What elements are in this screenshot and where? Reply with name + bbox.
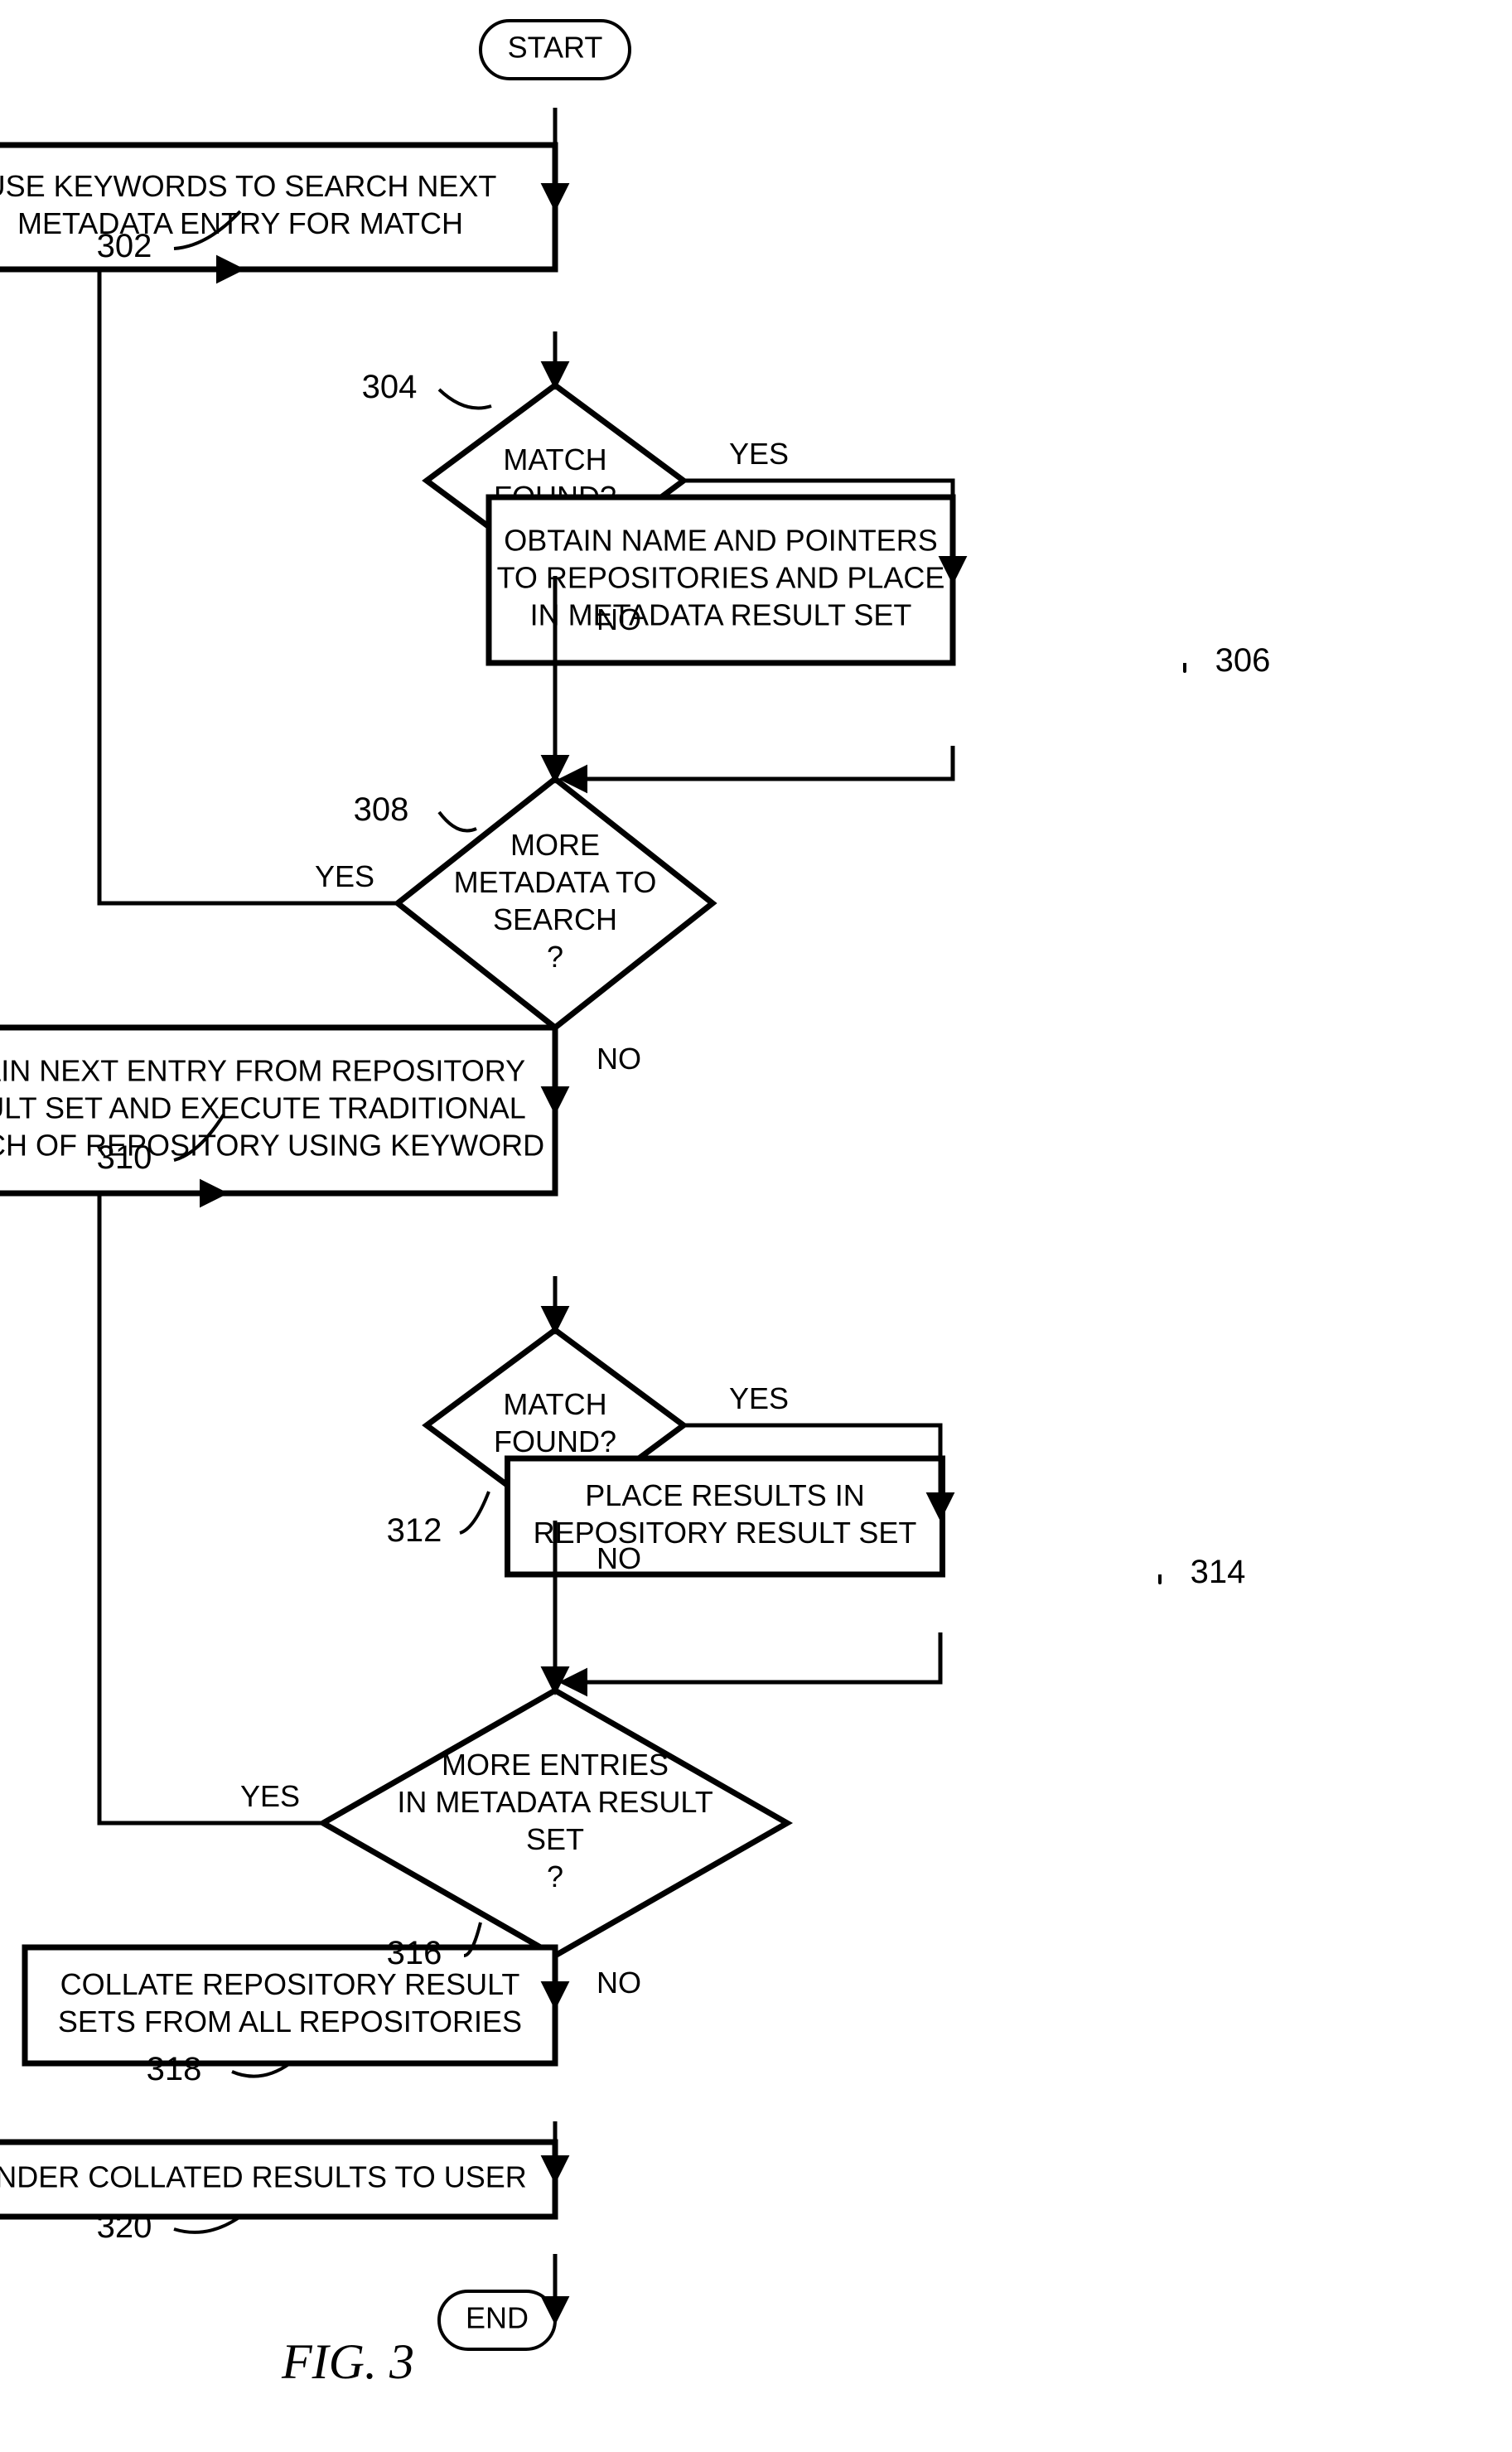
edge-n316-yes <box>99 1193 323 1823</box>
ref-306: 306 <box>1215 642 1271 679</box>
svg-text:START: START <box>508 31 603 65</box>
edge-label: NO <box>597 1966 641 2000</box>
edge-label: YES <box>729 437 789 471</box>
ref-302: 302 <box>97 228 152 264</box>
svg-text:COLLATE REPOSITORY RESULT: COLLATE REPOSITORY RESULT <box>60 1967 520 2001</box>
svg-text:IN METADATA RESULT: IN METADATA RESULT <box>397 1785 713 1819</box>
svg-text:MATCH: MATCH <box>503 443 606 476</box>
svg-text:FOUND?: FOUND? <box>494 1424 616 1458</box>
svg-text:SET: SET <box>526 1822 584 1856</box>
svg-text:USE KEYWORDS TO SEARCH NEXT: USE KEYWORDS TO SEARCH NEXT <box>0 169 496 203</box>
edge-n306-merge <box>563 746 953 779</box>
svg-text:SETS FROM ALL REPOSITORIES: SETS FROM ALL REPOSITORIES <box>58 2005 522 2038</box>
svg-text:SEARCH: SEARCH <box>493 902 617 936</box>
svg-text:END: END <box>466 2301 529 2335</box>
edge-n314-merge <box>563 1632 940 1682</box>
svg-text:RESULT SET AND EXECUTE TRADITI: RESULT SET AND EXECUTE TRADITIONAL <box>0 1091 526 1125</box>
ref-318: 318 <box>147 2051 202 2087</box>
svg-text:MORE: MORE <box>510 828 600 862</box>
ref-316: 316 <box>387 1935 442 1971</box>
svg-text:OBTAIN NEXT ENTRY FROM REPOSIT: OBTAIN NEXT ENTRY FROM REPOSITORY <box>0 1054 525 1088</box>
svg-text:REPOSITORY RESULT SET: REPOSITORY RESULT SET <box>534 1516 917 1550</box>
svg-text:IN METADATA RESULT SET: IN METADATA RESULT SET <box>530 598 912 632</box>
figure-label: FIG. 3 <box>281 2334 414 2389</box>
ref-312: 312 <box>387 1512 442 1549</box>
ref-320: 320 <box>97 2208 152 2245</box>
edge-label: YES <box>315 859 374 893</box>
svg-text:MORE ENTRIES: MORE ENTRIES <box>442 1748 669 1782</box>
ref-leader-312 <box>460 1492 489 1533</box>
edge-label: NO <box>597 1042 641 1076</box>
svg-text:PLACE RESULTS IN: PLACE RESULTS IN <box>585 1478 864 1512</box>
svg-text:SEARCH OF REPOSITORY USING KEY: SEARCH OF REPOSITORY USING KEYWORD <box>0 1129 544 1163</box>
ref-leader-308 <box>439 812 476 831</box>
flowchart-svg: START USE KEYWORDS TO SEARCH NEXT METADATA… <box>0 0 1512 2448</box>
svg-text:?: ? <box>547 940 563 974</box>
edge-label: YES <box>729 1381 789 1415</box>
svg-text:TO REPOSITORIES AND PLACE: TO REPOSITORIES AND PLACE <box>497 561 945 595</box>
svg-text:?: ? <box>547 1860 563 1893</box>
ref-310: 310 <box>97 1139 152 1176</box>
svg-text:METADATA TO: METADATA TO <box>454 865 657 899</box>
ref-308: 308 <box>354 791 409 828</box>
ref-leader-304 <box>439 389 491 409</box>
edge-label: NO <box>597 602 641 636</box>
edge-label: NO <box>597 1541 641 1575</box>
svg-text:OBTAIN NAME AND POINTERS: OBTAIN NAME AND POINTERS <box>504 524 937 558</box>
edge-label: YES <box>240 1779 300 1813</box>
svg-text:MATCH: MATCH <box>503 1387 606 1421</box>
ref-314: 314 <box>1191 1554 1246 1590</box>
ref-304: 304 <box>362 369 418 405</box>
svg-text:RENDER COLLATED RESULTS TO USE: RENDER COLLATED RESULTS TO USER <box>0 2160 527 2194</box>
